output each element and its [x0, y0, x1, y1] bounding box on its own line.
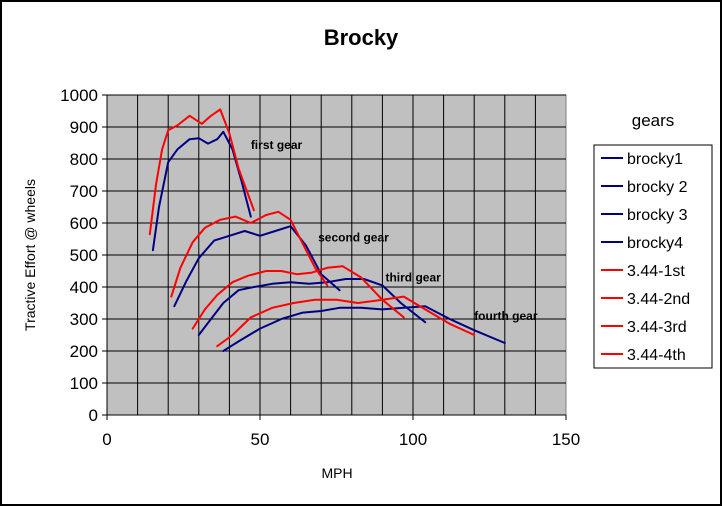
- series-line-5: [148, 108, 255, 236]
- legend-entry: 3.44-4th: [627, 347, 686, 364]
- annotation-label: second gear: [318, 230, 389, 244]
- legend-title: gears: [632, 111, 675, 130]
- legend-entry: brocky 3: [627, 207, 688, 224]
- legend-entry: brocky1: [627, 151, 683, 168]
- y-tick-label: 600: [70, 214, 98, 233]
- annotation-label: first gear: [251, 138, 303, 152]
- legend-box: [593, 144, 713, 369]
- y-tick-label: 300: [70, 310, 98, 329]
- axes: [102, 94, 567, 420]
- legend-entry: brocky4: [627, 235, 683, 252]
- y-tick-label: 800: [70, 150, 98, 169]
- series-line-7: [191, 265, 405, 330]
- y-tick-label: 0: [89, 406, 98, 425]
- y-tick-label: 400: [70, 278, 98, 297]
- y-tick-label: 1000: [60, 86, 98, 105]
- legend: brocky1 brocky 2 brocky 3 brocky4 3.44-1st 3.…: [601, 151, 690, 364]
- legend-entry: 3.44-1st: [627, 263, 685, 280]
- y-tick-label: 700: [70, 182, 98, 201]
- x-tick-label: 100: [399, 430, 427, 449]
- y-tick-label: 200: [70, 342, 98, 361]
- annotation-label: fourth gear: [474, 309, 538, 323]
- series-lines: [148, 108, 506, 352]
- tick-labels: 0 100 200 300 400 500 600 700 800 900 1000 0 50 100 15…: [60, 86, 580, 449]
- gridlines: [107, 94, 566, 415]
- annotations: first gear second gear third gear fourth ge…: [251, 138, 538, 323]
- series-line-8: [216, 295, 476, 348]
- x-tick-label: 50: [251, 430, 270, 449]
- legend-entry: 3.44-2nd: [627, 291, 690, 308]
- x-tick-label: 150: [552, 430, 580, 449]
- y-tick-label: 100: [70, 374, 98, 393]
- y-axis-label: Tractive Effort @ wheels: [22, 179, 38, 331]
- annotation-label: third gear: [385, 270, 441, 284]
- legend-entry: brocky 2: [627, 179, 688, 196]
- chart-title: Brocky: [324, 25, 399, 50]
- series-line-2: [173, 225, 341, 308]
- series-line-4: [222, 305, 506, 352]
- y-tick-label: 500: [70, 246, 98, 265]
- series-line-6: [170, 210, 329, 298]
- x-axis-label: MPH: [321, 465, 352, 481]
- legend-entry: 3.44-3rd: [627, 319, 687, 336]
- y-tick-label: 900: [70, 118, 98, 137]
- series-line-3: [197, 278, 427, 336]
- x-tick-label: 0: [102, 430, 111, 449]
